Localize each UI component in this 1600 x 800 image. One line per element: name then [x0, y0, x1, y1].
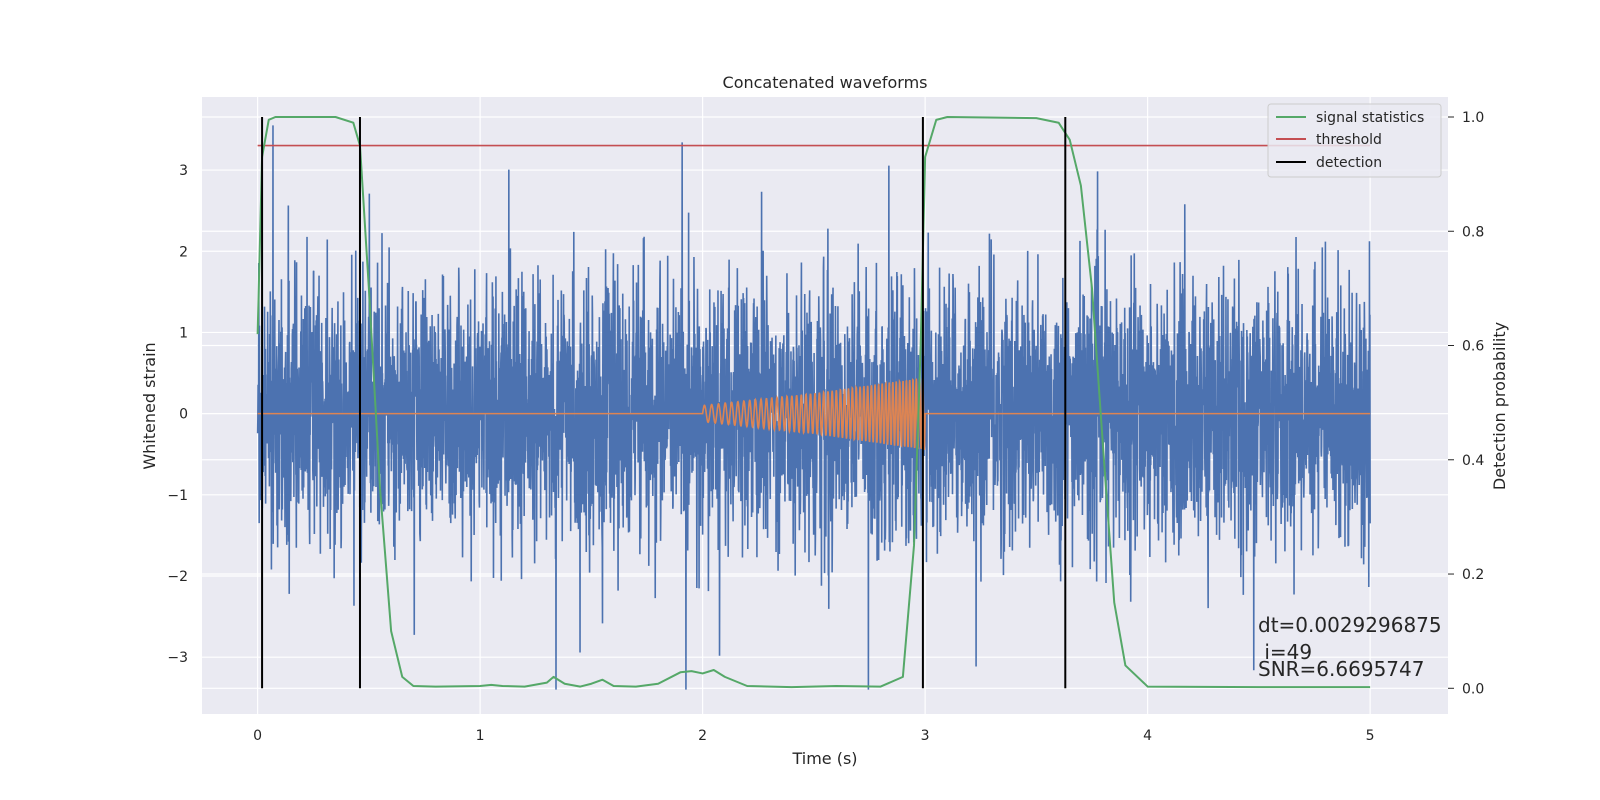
x-tick-label: 1: [476, 728, 485, 744]
chirp-line: [257, 377, 1371, 450]
x-tick-label: 5: [1366, 728, 1375, 744]
y-left-tick-label: −2: [167, 569, 188, 585]
signal-statistics-line: [256, 116, 1371, 689]
y-right-tick-label: 0.0: [1462, 681, 1484, 697]
y-left-tick-label: −1: [167, 488, 188, 504]
y-left-tick-label: −3: [167, 650, 188, 666]
x-tick-label: 3: [921, 728, 930, 744]
y-right-tick-label: 0.4: [1462, 453, 1484, 469]
annotation-dt: dt=0.0029296875: [1258, 613, 1442, 637]
x-tick-label: 0: [253, 728, 262, 744]
y-right-tick-label: 1.0: [1462, 110, 1484, 126]
y-left-tick-label: 2: [179, 244, 188, 260]
legend-label-threshold: threshold: [1316, 132, 1382, 148]
x-tick-label: 4: [1143, 728, 1152, 744]
y-right-tick-label: 0.8: [1462, 224, 1484, 240]
y-left-tick-label: 3: [179, 163, 188, 179]
y-right-tick-label: 0.2: [1462, 567, 1484, 583]
y-axis-right-label: Detection probability: [1490, 322, 1509, 490]
series-injected-chirp: [257, 377, 1371, 450]
y-axis-left-label: Whitened strain: [140, 342, 159, 469]
y-left-tick-label: 0: [179, 407, 188, 423]
legend: signal statistics threshold detection: [1267, 103, 1442, 178]
annotation-snr: SNR=6.6695747: [1258, 657, 1424, 681]
legend-label-signal-statistics: signal statistics: [1316, 110, 1424, 126]
chart-title: Concatenated waveforms: [723, 73, 928, 92]
annotation-index: i=49: [1258, 640, 1312, 664]
y-left-tick-label: 1: [179, 325, 188, 341]
x-tick-label: 2: [698, 728, 707, 744]
series-signal-statistics: [256, 116, 1371, 689]
legend-box: [1267, 103, 1442, 178]
axis-ticks: 0 1 2 3 4 5 −3 −2 −1 0 1 2 3 0.0 0.2 0.4 0.6 0.8 1.0: [167, 110, 1484, 744]
detection-markers: [261, 116, 1067, 689]
x-axis-label: Time (s): [791, 749, 857, 768]
legend-label-detection: detection: [1316, 155, 1382, 171]
y-right-tick-label: 0.6: [1462, 339, 1484, 355]
